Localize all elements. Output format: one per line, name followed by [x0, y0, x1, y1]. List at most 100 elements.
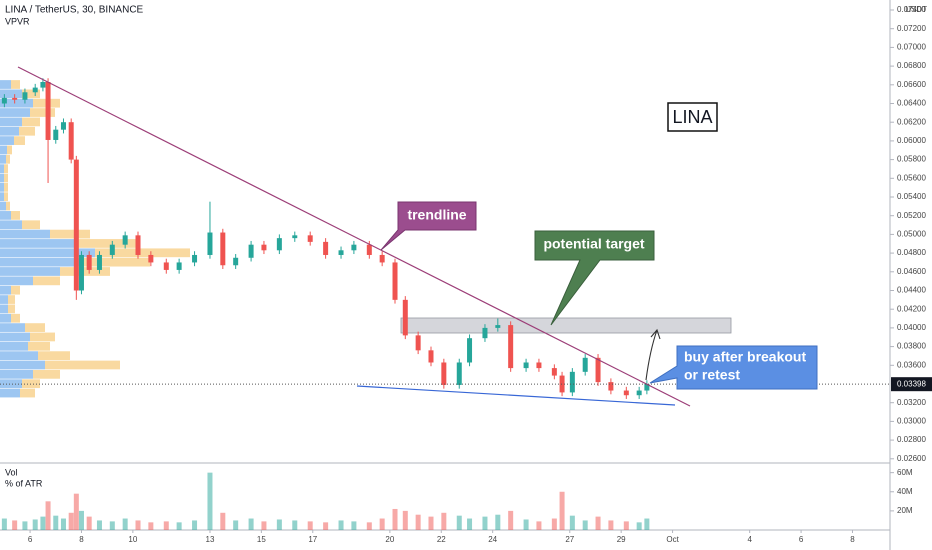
chart-title: LINA / TetherUS, 30, BINANCE	[5, 5, 144, 16]
candle-body	[392, 262, 398, 300]
y-tick-label: 0.07400	[897, 5, 926, 14]
volume-bar	[392, 508, 398, 530]
candle-body	[338, 250, 344, 255]
vpvr-down	[30, 332, 55, 342]
volume-tick-label: 20M	[897, 506, 913, 515]
vpvr-up	[0, 379, 22, 389]
vpvr-up	[0, 351, 38, 361]
volume-bar	[402, 510, 408, 530]
target-callout	[534, 230, 655, 326]
x-tick-label: 10	[128, 535, 137, 544]
volume-bar	[441, 512, 447, 530]
y-tick-label: 0.04200	[897, 304, 926, 313]
vpvr-down	[7, 145, 12, 155]
candle-body	[248, 244, 254, 258]
volume-bar	[53, 515, 59, 530]
volume-bar	[323, 522, 329, 530]
candle-body	[96, 254, 102, 270]
candle-body	[40, 81, 46, 88]
candle-body	[551, 368, 557, 376]
candle-body	[366, 244, 372, 255]
x-tick-label: 29	[617, 535, 626, 544]
candle-body	[415, 335, 421, 351]
volume-title: Vol	[5, 467, 18, 477]
vpvr-up	[0, 211, 11, 220]
candle-body	[456, 362, 462, 385]
candle-body	[569, 371, 575, 393]
candle-body	[508, 325, 514, 369]
vpvr-down	[6, 154, 10, 164]
x-tick-label: 8	[79, 535, 84, 544]
volume-bar	[351, 521, 357, 530]
y-tick-label: 0.04000	[897, 323, 926, 332]
y-tick-label: 0.07000	[897, 43, 926, 52]
volume-bar	[559, 491, 565, 530]
volume-bar	[192, 520, 198, 530]
volume-bar	[495, 514, 501, 530]
vpvr-up	[0, 257, 80, 267]
volume-bar	[109, 521, 115, 530]
vpvr-down	[4, 173, 8, 183]
volume-bar	[623, 521, 629, 530]
vpvr-up	[0, 267, 60, 276]
y-tick-label: 0.06200	[897, 117, 926, 126]
volume-bar	[415, 514, 421, 530]
x-tick-label: 8	[850, 535, 855, 544]
volume-bar	[207, 472, 213, 530]
candle-body	[292, 235, 298, 239]
volume-bar	[220, 512, 226, 530]
trendline	[17, 66, 691, 407]
volume-bar	[45, 501, 51, 530]
vpvr-up	[0, 201, 6, 211]
candle-body	[559, 375, 565, 393]
candle-body	[176, 262, 182, 270]
vpvr-up	[0, 229, 50, 239]
candle-body	[1, 97, 7, 104]
volume-bar	[40, 516, 46, 530]
vpvr-up	[0, 108, 30, 117]
vpvr-down	[50, 229, 90, 239]
volume-bar	[233, 520, 239, 530]
candle-body	[109, 244, 115, 255]
indicator-label: VPVR	[5, 16, 30, 26]
candle-body	[379, 254, 385, 263]
vpvr-up	[0, 136, 14, 145]
vpvr-up	[0, 341, 28, 351]
volume-bar	[22, 521, 28, 530]
volume-bar	[636, 522, 642, 530]
x-tick-label: 15	[257, 535, 266, 544]
volume-bar	[595, 516, 601, 530]
vpvr-down	[4, 192, 8, 202]
candle-body	[12, 97, 18, 100]
last-price-label: 0.03398	[897, 379, 926, 388]
candle-body	[60, 122, 66, 130]
candle-body	[536, 362, 542, 369]
volume-subtitle: % of ATR	[5, 478, 43, 488]
candle-body	[122, 235, 128, 245]
candle-body	[192, 254, 198, 263]
symbol-label: LINA	[672, 107, 712, 127]
breakout-arrow	[645, 328, 661, 381]
candles	[1, 78, 650, 399]
volume-bar	[551, 518, 557, 530]
x-tick-label: Oct	[666, 535, 679, 544]
volume-bar	[292, 520, 298, 530]
vpvr-up	[0, 276, 33, 286]
volume-bar	[508, 510, 514, 530]
vpvr-up	[0, 192, 4, 202]
vpvr-down	[11, 211, 20, 220]
y-tick-label: 0.06000	[897, 136, 926, 145]
volume-bar	[644, 518, 650, 530]
vpvr-down	[6, 201, 10, 211]
y-tick-label: 0.05000	[897, 230, 926, 239]
x-tick-label: 17	[308, 535, 317, 544]
candle-body	[45, 81, 51, 140]
callout-text: or retest	[684, 367, 740, 383]
vpvr-up	[0, 313, 11, 323]
vpvr-up	[0, 332, 30, 342]
vpvr-down	[22, 220, 40, 230]
volume-tick-label: 60M	[897, 468, 913, 477]
volume-bar	[78, 510, 84, 530]
vpvr-down	[19, 126, 35, 136]
